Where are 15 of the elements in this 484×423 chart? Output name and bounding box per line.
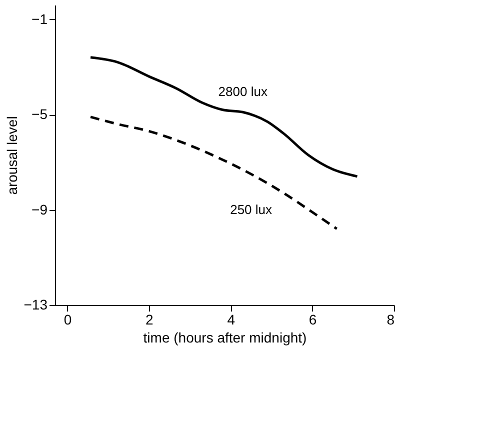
y-tick-label: −13 (24, 296, 48, 312)
y-tick-label: −9 (32, 201, 48, 218)
x-tick-label: 8 (386, 312, 395, 328)
line-series (89, 116, 338, 230)
x-tick-label: 0 (64, 312, 72, 328)
x-tick-label: 2 (146, 312, 154, 328)
x-tick-label: 4 (227, 312, 236, 328)
y-tick-label: −5 (32, 106, 48, 122)
y-tick-label: −1 (32, 10, 48, 27)
y-axis-title: arousal level (4, 116, 20, 195)
series-label: 2800 lux (218, 84, 268, 100)
x-tick-label: 6 (308, 312, 317, 328)
line-series (89, 56, 358, 178)
x-axis-title: time (hours after midnight) (143, 330, 307, 346)
series-label: 250 lux (230, 202, 273, 218)
